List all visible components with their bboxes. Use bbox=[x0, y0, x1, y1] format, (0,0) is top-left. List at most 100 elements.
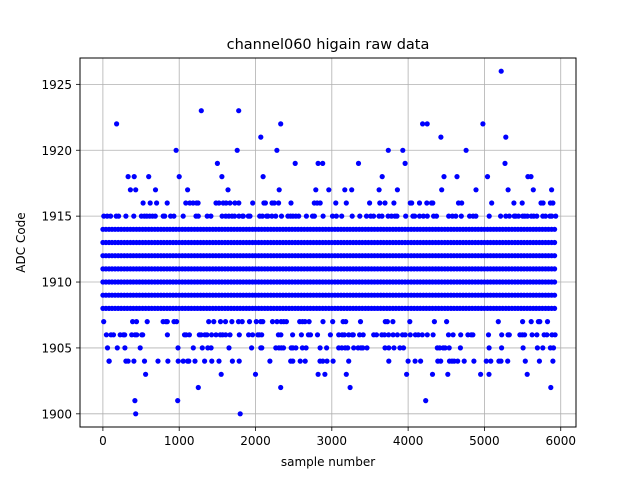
data-point bbox=[296, 213, 302, 219]
data-point bbox=[249, 345, 255, 351]
data-point bbox=[293, 345, 299, 351]
data-point bbox=[453, 213, 459, 219]
data-point bbox=[394, 332, 400, 338]
data-point bbox=[140, 332, 146, 338]
data-point bbox=[299, 345, 305, 351]
data-point bbox=[463, 147, 469, 153]
data-point bbox=[225, 187, 231, 193]
data-point bbox=[260, 174, 266, 180]
data-point bbox=[317, 345, 323, 351]
data-point bbox=[550, 358, 556, 364]
data-point bbox=[262, 200, 268, 206]
data-point bbox=[522, 358, 528, 364]
data-point bbox=[198, 108, 204, 114]
data-point bbox=[486, 371, 492, 377]
data-point bbox=[320, 160, 326, 166]
data-point bbox=[274, 319, 280, 325]
data-point bbox=[407, 319, 413, 325]
data-point bbox=[146, 174, 152, 180]
data-point bbox=[101, 319, 107, 325]
data-point bbox=[412, 358, 418, 364]
y-tick-label: 1910 bbox=[41, 276, 72, 290]
data-point bbox=[520, 319, 526, 325]
data-point bbox=[288, 200, 294, 206]
data-point bbox=[552, 279, 558, 285]
data-point bbox=[360, 332, 366, 338]
data-point bbox=[542, 213, 549, 219]
data-point bbox=[315, 371, 321, 377]
data-point bbox=[147, 200, 153, 206]
data-point bbox=[327, 332, 333, 338]
data-point bbox=[379, 213, 385, 219]
data-point bbox=[502, 160, 508, 166]
data-point bbox=[506, 332, 512, 338]
data-point bbox=[246, 319, 253, 325]
data-point bbox=[108, 213, 114, 219]
data-point bbox=[461, 358, 467, 364]
data-point bbox=[503, 213, 509, 219]
data-point bbox=[394, 213, 400, 219]
data-point bbox=[350, 332, 356, 338]
data-point bbox=[489, 200, 495, 206]
data-point bbox=[391, 200, 397, 206]
data-point bbox=[402, 160, 408, 166]
data-point bbox=[211, 319, 217, 325]
data-point bbox=[152, 187, 159, 193]
data-point bbox=[133, 187, 139, 193]
data-point bbox=[311, 213, 317, 219]
data-point bbox=[175, 345, 181, 351]
data-point bbox=[446, 345, 452, 351]
data-point bbox=[232, 213, 238, 219]
data-point bbox=[324, 358, 330, 364]
data-point bbox=[236, 108, 242, 114]
data-point bbox=[103, 332, 109, 338]
data-point bbox=[424, 213, 430, 219]
data-point bbox=[246, 332, 252, 338]
data-point bbox=[271, 200, 277, 206]
data-point bbox=[524, 213, 531, 219]
data-point bbox=[424, 332, 430, 338]
x-tick-label: 3000 bbox=[317, 434, 348, 448]
x-tick-label: 0 bbox=[99, 434, 107, 448]
data-point bbox=[430, 200, 436, 206]
x-tick-label: 2000 bbox=[240, 434, 271, 448]
data-point bbox=[278, 384, 284, 391]
data-point bbox=[258, 134, 264, 140]
data-point bbox=[409, 200, 415, 206]
data-point bbox=[529, 332, 535, 338]
data-point bbox=[315, 160, 321, 166]
data-point bbox=[552, 253, 558, 259]
data-point bbox=[519, 200, 525, 206]
data-point bbox=[400, 345, 407, 351]
data-point bbox=[459, 200, 465, 206]
data-point bbox=[313, 187, 319, 193]
data-point bbox=[376, 187, 382, 193]
data-point bbox=[180, 213, 186, 219]
data-point bbox=[419, 332, 425, 338]
data-point bbox=[522, 332, 528, 338]
data-point bbox=[391, 345, 397, 351]
data-point bbox=[122, 332, 128, 338]
data-point bbox=[552, 226, 558, 232]
data-point bbox=[552, 332, 558, 338]
data-point bbox=[326, 187, 332, 193]
data-point bbox=[229, 319, 235, 325]
data-point bbox=[446, 213, 452, 219]
data-point bbox=[505, 358, 511, 364]
data-point bbox=[438, 358, 444, 364]
data-point bbox=[528, 319, 534, 325]
y-tick-label: 1925 bbox=[41, 78, 72, 92]
data-point bbox=[320, 319, 326, 325]
data-point bbox=[259, 332, 265, 338]
data-point bbox=[424, 121, 430, 127]
data-point bbox=[498, 68, 504, 74]
data-point bbox=[269, 213, 275, 219]
data-point bbox=[198, 332, 204, 338]
data-point bbox=[324, 345, 330, 351]
data-point bbox=[267, 358, 273, 364]
data-point bbox=[480, 121, 486, 127]
data-point bbox=[144, 319, 150, 325]
data-point bbox=[162, 213, 168, 219]
data-point bbox=[364, 345, 370, 351]
data-point bbox=[116, 213, 122, 219]
